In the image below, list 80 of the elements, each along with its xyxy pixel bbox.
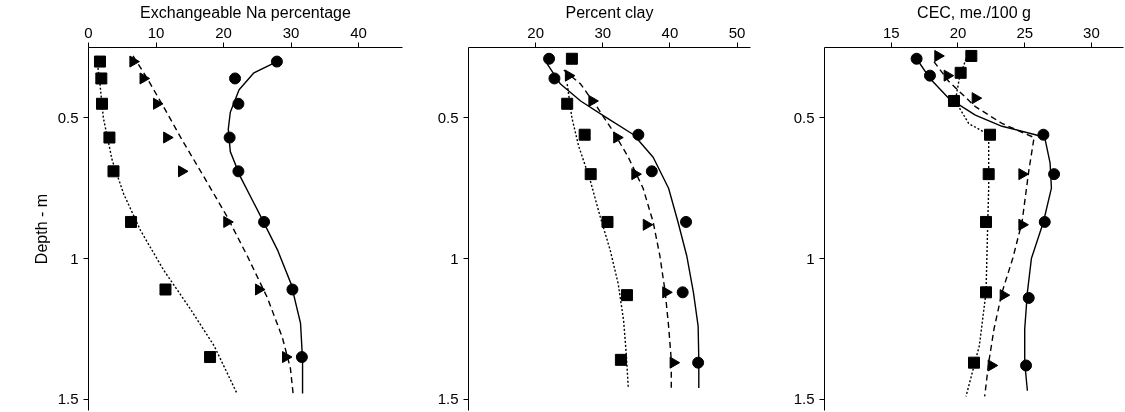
- y-tick-label: 1: [450, 249, 459, 267]
- point: [232, 97, 245, 110]
- y-tick-label: 1: [806, 249, 815, 267]
- point: [954, 66, 967, 79]
- x-axis-title: Exchangeable Na percentage: [140, 3, 352, 21]
- y-tick-label: 1.5: [57, 390, 79, 408]
- x-tick-label: 40: [350, 23, 367, 41]
- point: [103, 131, 116, 144]
- point: [601, 215, 614, 228]
- y-tick-label: 0.5: [793, 108, 815, 126]
- point: [614, 353, 627, 366]
- y-tick-label: 1.5: [437, 390, 459, 408]
- point: [139, 72, 151, 85]
- x-tick-label: 0: [84, 23, 93, 41]
- point: [680, 215, 693, 228]
- point: [645, 165, 658, 178]
- point: [270, 55, 283, 68]
- point: [620, 289, 633, 302]
- x-tick-label: 30: [594, 23, 612, 41]
- point: [980, 215, 993, 228]
- point: [968, 356, 980, 369]
- point: [965, 49, 978, 62]
- x-tick-label: 20: [527, 23, 544, 41]
- point: [565, 52, 578, 65]
- point: [159, 283, 172, 296]
- point: [107, 165, 120, 178]
- point: [982, 168, 995, 181]
- point: [548, 72, 561, 85]
- x-axis-title: Percent clay: [565, 3, 654, 21]
- point: [96, 97, 109, 110]
- point: [642, 218, 654, 231]
- point: [980, 286, 993, 299]
- point: [1048, 168, 1061, 181]
- point: [676, 286, 689, 299]
- y-tick-label: 0.5: [57, 108, 79, 126]
- y-tick-label: 0.5: [437, 108, 459, 126]
- point: [934, 49, 945, 62]
- line-series: [95, 55, 238, 395]
- point: [669, 356, 681, 369]
- x-tick-label: 15: [882, 23, 900, 41]
- x-axis-title: CEC, me./100 g: [917, 3, 1031, 21]
- point: [1018, 168, 1029, 181]
- point: [984, 128, 997, 141]
- point: [662, 286, 673, 299]
- point: [543, 52, 556, 65]
- point: [129, 55, 140, 68]
- point: [93, 55, 106, 68]
- x-tick-label: 20: [949, 23, 967, 41]
- x-tick-label: 25: [1016, 23, 1034, 41]
- point: [178, 165, 189, 178]
- point: [561, 97, 574, 110]
- point: [971, 92, 983, 105]
- point: [943, 69, 955, 82]
- x-tick-label: 20: [215, 23, 232, 41]
- point: [254, 283, 266, 296]
- point: [295, 351, 308, 364]
- y-axis-title: Depth - m: [32, 193, 50, 265]
- x-tick-label: 30: [1083, 23, 1100, 41]
- point: [153, 97, 164, 110]
- point: [95, 72, 108, 85]
- point: [692, 356, 705, 369]
- y-tick-label: 1.5: [793, 390, 815, 408]
- point: [223, 215, 234, 228]
- point: [282, 351, 293, 364]
- point: [631, 168, 642, 181]
- point: [578, 128, 591, 141]
- x-tick-label: 10: [147, 23, 165, 41]
- point: [125, 215, 138, 228]
- point: [163, 131, 174, 144]
- x-tick-label: 40: [661, 23, 679, 41]
- point: [584, 168, 597, 181]
- point: [613, 131, 624, 144]
- x-tick-label: 50: [728, 23, 746, 41]
- point: [1018, 218, 1029, 231]
- point: [588, 94, 599, 107]
- point: [229, 72, 242, 85]
- x-tick-label: 30: [282, 23, 300, 41]
- y-tick-label: 1: [70, 249, 79, 267]
- point: [910, 52, 923, 65]
- point: [204, 351, 217, 364]
